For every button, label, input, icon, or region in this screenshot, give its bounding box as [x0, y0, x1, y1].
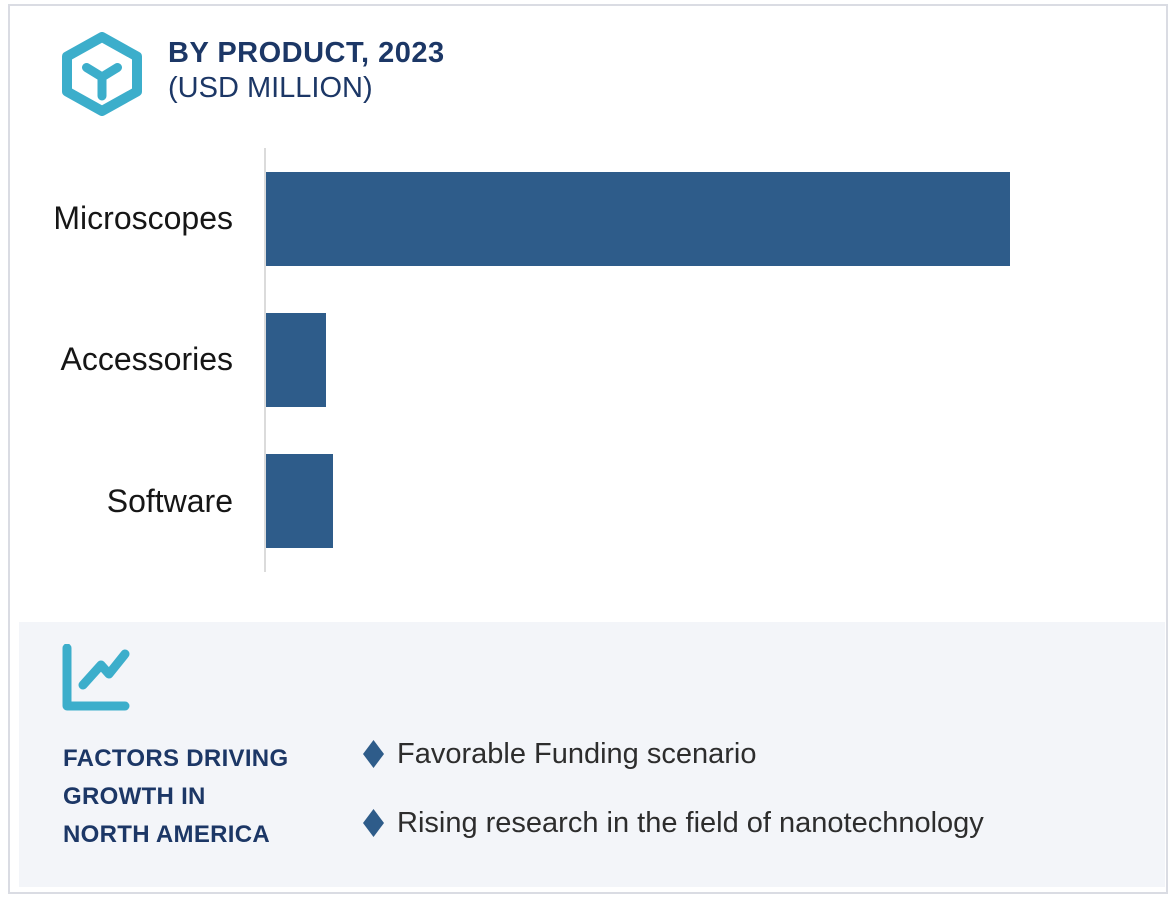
- chart-row: Software: [0, 431, 1164, 572]
- chart-row: Accessories: [0, 289, 1164, 430]
- bar-track: [266, 312, 1164, 407]
- chart-rows: Microscopes Accessories Software: [0, 148, 1164, 572]
- factor-text: Rising research in the field of nanotech…: [397, 806, 984, 839]
- y-axis-line: [264, 148, 266, 572]
- hexagon-cube-icon: [62, 32, 142, 116]
- bar-track: [266, 171, 1164, 266]
- chart-row: Microscopes: [0, 148, 1164, 289]
- chart-title-block: BY PRODUCT, 2023 (USD MILLION): [168, 36, 445, 106]
- diamond-bullet-icon: [363, 740, 384, 768]
- line-chart-icon: [62, 644, 130, 711]
- factor-text: Favorable Funding scenario: [397, 737, 757, 770]
- category-label: Software: [106, 482, 233, 519]
- category-label: Microscopes: [53, 200, 233, 237]
- bar-track: [266, 454, 1164, 549]
- bar: [266, 312, 326, 407]
- factors-heading-line: GROWTH IN: [63, 783, 206, 810]
- bar: [266, 454, 333, 549]
- diamond-bullet-icon: [363, 809, 384, 837]
- factors-heading-line: NORTH AMERICA: [63, 821, 270, 848]
- factors-heading: FACTORS DRIVING GROWTH IN NORTH AMERICA: [63, 740, 288, 854]
- page-subtitle: (USD MILLION): [168, 72, 373, 104]
- bar: [266, 171, 1010, 266]
- factors-heading-line: FACTORS DRIVING: [63, 745, 289, 772]
- bar-chart: Microscopes Accessories Software: [0, 148, 1164, 572]
- factors-panel: FACTORS DRIVING GROWTH IN NORTH AMERICA …: [19, 622, 1165, 887]
- factor-item: Favorable Funding scenario: [363, 737, 984, 771]
- factor-item: Rising research in the field of nanotech…: [363, 806, 984, 840]
- category-label: Accessories: [60, 341, 234, 378]
- page-title: BY PRODUCT, 2023: [168, 37, 445, 69]
- factor-list: Favorable Funding scenario Rising researc…: [363, 737, 984, 875]
